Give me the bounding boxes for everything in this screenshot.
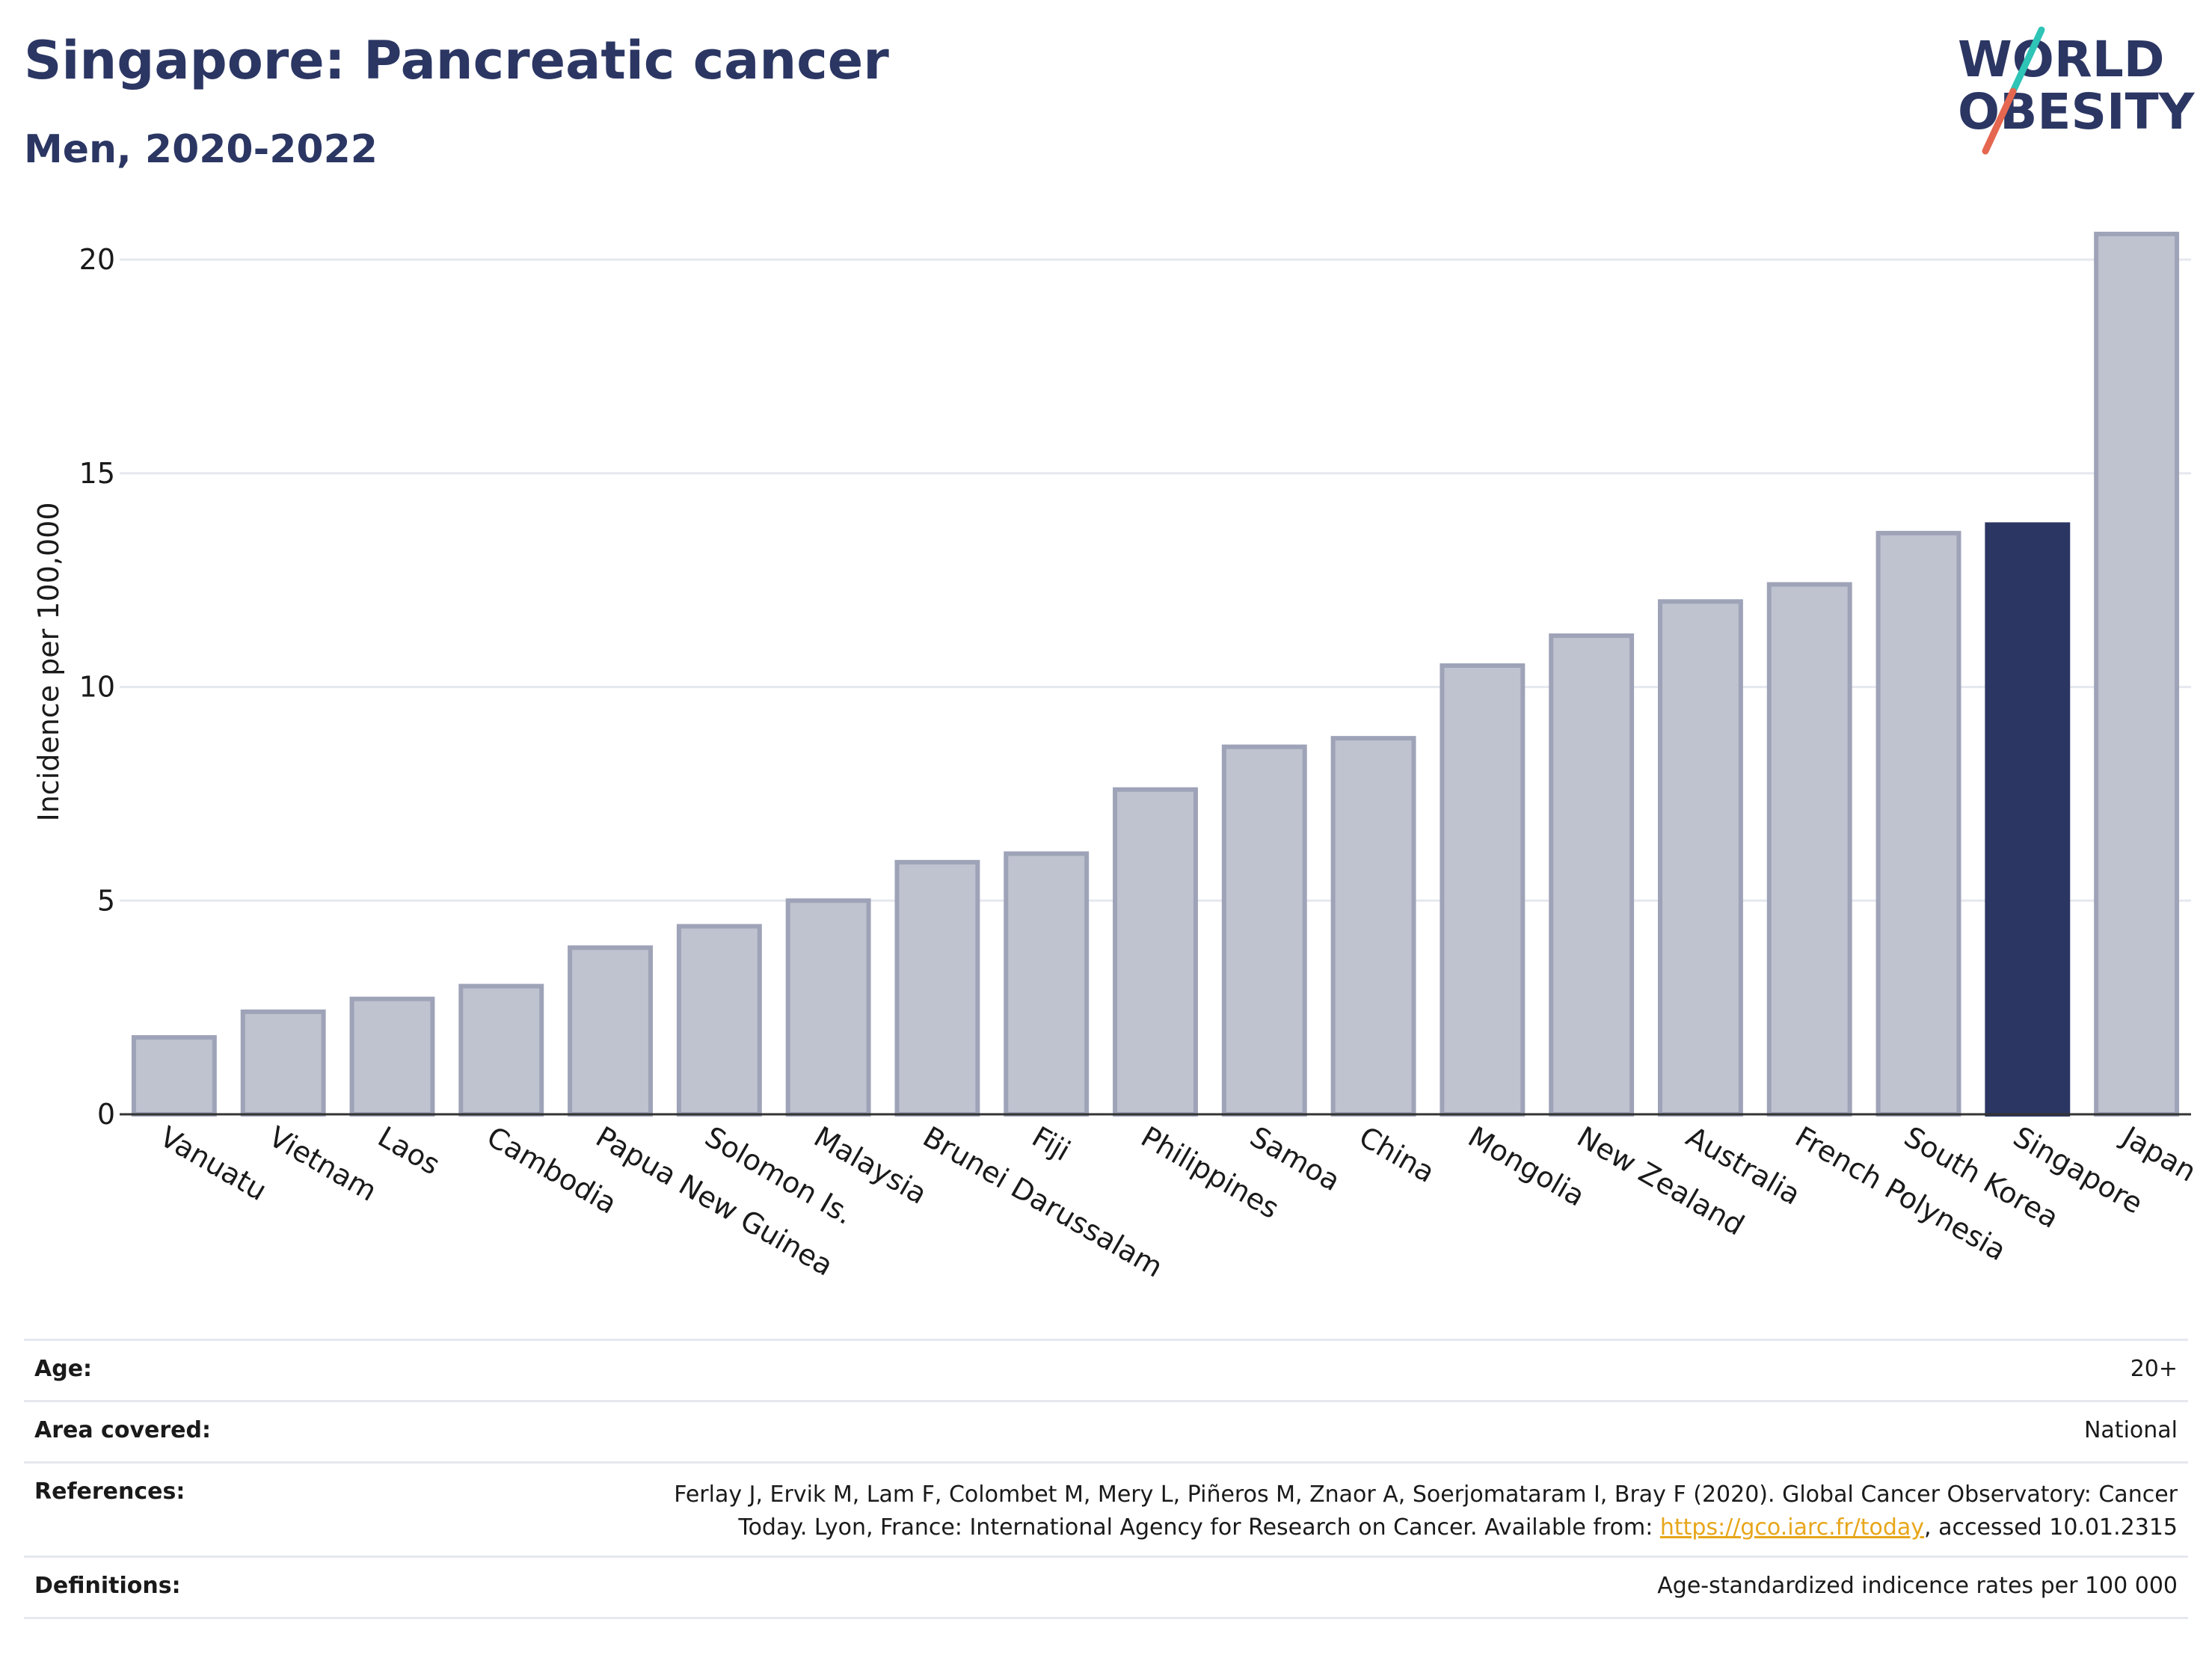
bar-malaysia: [785, 898, 871, 1117]
references-line1: Ferlay J, Ervik M, Lam F, Colombet M, Me…: [674, 1481, 2178, 1508]
bar-vietnam: [240, 1009, 326, 1117]
references-line2-pre: Today. Lyon, France: International Agenc…: [738, 1514, 1660, 1541]
bar-solomon-is: [676, 924, 762, 1117]
bar-fiji: [1004, 851, 1090, 1117]
y-tick-label: 10: [79, 671, 115, 704]
bar-french-polynesia: [1766, 582, 1852, 1117]
bar-china: [1330, 736, 1416, 1117]
bar-japan: [2094, 231, 2180, 1117]
bar-laos: [349, 996, 435, 1117]
age-value: 20+: [2130, 1356, 2178, 1382]
bar-south-korea: [1875, 530, 1961, 1117]
bar-australia: [1658, 599, 1743, 1117]
y-tick-label: 5: [97, 884, 115, 917]
bar-vanuatu: [131, 1035, 217, 1117]
area-value: National: [2083, 1417, 2178, 1443]
definitions-label: Definitions:: [34, 1573, 181, 1599]
meta-row-area: Area covered: National: [24, 1402, 2188, 1464]
x-tick-label: Mongolia: [1463, 1120, 1591, 1213]
x-tick-label: Fiji: [1027, 1120, 1076, 1167]
x-tick-label: Japan: [2116, 1120, 2202, 1188]
references-value: Ferlay J, Ervik M, Lam F, Colombet M, Me…: [674, 1479, 2178, 1544]
references-link[interactable]: https://gco.iarc.fr/today: [1659, 1514, 1925, 1541]
age-label: Age:: [34, 1356, 93, 1382]
area-label: Area covered:: [34, 1417, 211, 1443]
definitions-value: Age-standardized indicence rates per 100…: [1657, 1573, 2178, 1599]
x-tick-label: Vanuatu: [154, 1120, 272, 1207]
bar-papua-new-guinea: [568, 945, 653, 1117]
bar-new-zealand: [1549, 633, 1635, 1117]
y-tick-label: 15: [79, 457, 115, 490]
bar-singapore: [1985, 522, 2071, 1117]
bar-cambodia: [458, 983, 544, 1117]
world-obesity-logo: WORLD OBESITY: [1958, 26, 2196, 155]
metadata-table: Age: 20+ Area covered: National Referenc…: [24, 1339, 2188, 1619]
references-label: References:: [34, 1479, 185, 1505]
x-tick-label: Vietnam: [263, 1120, 382, 1208]
bar-philippines: [1113, 787, 1198, 1117]
y-tick-label: 0: [97, 1098, 115, 1131]
x-tick-label: Laos: [372, 1120, 446, 1182]
logo-line1: WORLD: [1958, 31, 2165, 88]
bars-layer: [131, 231, 2180, 1117]
bar-brunei-darussalam: [894, 859, 980, 1117]
logo-slash-red: [1982, 87, 2017, 155]
page-subtitle: Men, 2020-2022: [24, 127, 378, 172]
bar-samoa: [1221, 744, 1307, 1117]
x-tick-label: China: [1354, 1120, 1440, 1189]
meta-row-references: References: Ferlay J, Ervik M, Lam F, Co…: [24, 1464, 2188, 1558]
references-line2-post: , accessed 10.01.2315: [1924, 1514, 2178, 1541]
axis-layer: 0 5 10 15 20: [79, 243, 2191, 1131]
page-title: Singapore: Pancreatic cancer: [24, 30, 889, 91]
y-axis-label: Incidence per 100,000: [32, 502, 65, 821]
y-tick-label: 20: [79, 243, 115, 276]
bar-mongolia: [1440, 663, 1526, 1117]
logo-slash-teal: [2009, 26, 2045, 95]
meta-row-age: Age: 20+: [24, 1341, 2188, 1402]
meta-row-definitions: Definitions: Age-standardized indicence …: [24, 1558, 2188, 1619]
